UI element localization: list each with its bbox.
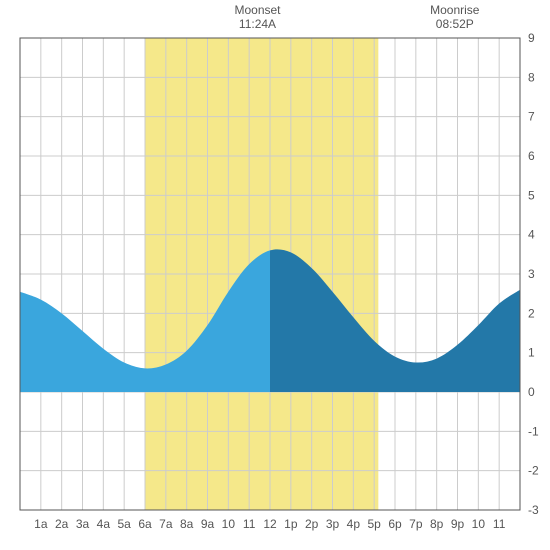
x-tick-label: 11 xyxy=(493,517,506,531)
y-tick-label: 0 xyxy=(528,385,535,399)
x-tick-label: 3p xyxy=(326,517,340,531)
x-tick-label: 8p xyxy=(430,517,444,531)
y-tick-label: -3 xyxy=(528,503,539,517)
y-tick-label: 3 xyxy=(528,267,535,281)
y-tick-label: 9 xyxy=(528,31,535,45)
x-tick-label: 1a xyxy=(34,517,48,531)
tide-chart: -3-2-101234567891a2a3a4a5a6a7a8a9a101112… xyxy=(0,0,550,550)
x-tick-label: 3a xyxy=(76,517,90,531)
y-tick-label: 8 xyxy=(528,70,535,84)
x-tick-label: 6p xyxy=(388,517,402,531)
x-tick-label: 7a xyxy=(159,517,173,531)
x-tick-label: 9p xyxy=(451,517,465,531)
x-tick-label: 11 xyxy=(243,517,256,531)
x-tick-label: 9a xyxy=(201,517,215,531)
x-tick-label: 7p xyxy=(409,517,423,531)
x-tick-label: 2p xyxy=(305,517,319,531)
y-tick-label: 6 xyxy=(528,149,535,163)
y-tick-label: 2 xyxy=(528,306,535,320)
x-tick-label: 4a xyxy=(97,517,111,531)
moonset-time: 11:24A xyxy=(239,17,276,31)
x-tick-label: 8a xyxy=(180,517,194,531)
moonrise-label: Moonrise xyxy=(430,3,480,17)
x-tick-label: 2a xyxy=(55,517,69,531)
y-tick-label: 5 xyxy=(528,188,535,202)
x-tick-label: 6a xyxy=(138,517,152,531)
x-tick-label: 10 xyxy=(472,517,486,531)
y-tick-label: 1 xyxy=(528,346,535,360)
x-tick-label: 5p xyxy=(367,517,381,531)
x-tick-label: 4p xyxy=(347,517,361,531)
y-tick-label: 4 xyxy=(528,228,535,242)
y-tick-label: 7 xyxy=(528,110,535,124)
x-tick-label: 1p xyxy=(284,517,298,531)
y-tick-label: -1 xyxy=(528,424,539,438)
x-tick-label: 12 xyxy=(263,517,277,531)
moonrise-time: 08:52P xyxy=(436,17,474,31)
moonset-label: Moonset xyxy=(234,3,281,17)
x-tick-label: 10 xyxy=(222,517,236,531)
x-tick-label: 5a xyxy=(117,517,131,531)
y-tick-label: -2 xyxy=(528,464,539,478)
